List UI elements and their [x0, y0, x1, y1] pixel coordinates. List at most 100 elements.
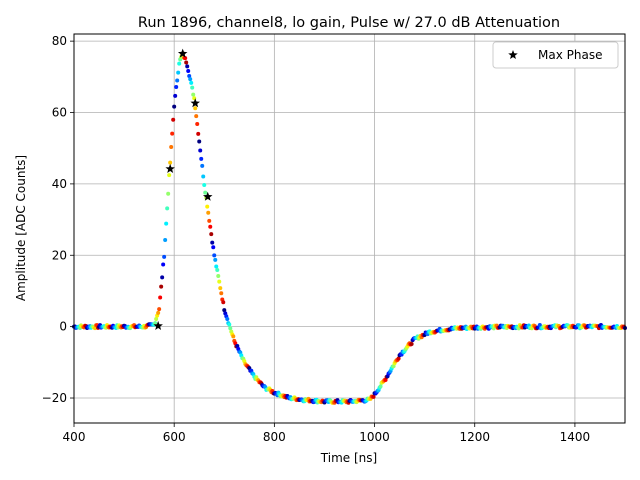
y-tick-label: 40: [52, 177, 67, 191]
data-point: [167, 173, 172, 178]
data-point: [184, 60, 189, 65]
data-point: [158, 295, 163, 300]
data-point: [196, 131, 201, 136]
x-axis-label: Time [ns]: [320, 451, 377, 465]
x-tick-label: 1200: [459, 430, 490, 444]
data-point: [153, 321, 158, 326]
data-point: [159, 284, 164, 289]
data-point: [233, 341, 238, 346]
legend-box: [492, 41, 619, 69]
data-point: [206, 210, 211, 215]
data-point: [193, 106, 198, 111]
data-point: [231, 334, 236, 339]
data-point: [209, 232, 214, 237]
data-point: [218, 286, 223, 291]
data-point: [198, 148, 203, 153]
data-point: [199, 156, 204, 161]
max-phase-marker: [202, 191, 213, 201]
data-point: [186, 69, 191, 74]
data-point: [187, 73, 192, 78]
data-point: [191, 92, 196, 97]
y-tick-label: −20: [42, 391, 67, 405]
data-point: [219, 291, 224, 296]
x-tick-label: 1000: [359, 430, 390, 444]
data-point: [211, 245, 216, 250]
data-point: [200, 163, 205, 168]
data-point: [225, 317, 230, 322]
data-point: [185, 64, 190, 69]
y-tick-label: 0: [59, 320, 67, 334]
data-point: [378, 384, 383, 389]
data-point: [202, 182, 207, 187]
data-point: [217, 279, 222, 284]
data-point: [172, 104, 177, 109]
data-point: [194, 114, 199, 119]
max-phase-marker: [190, 98, 200, 108]
data-point: [169, 145, 174, 150]
data-point: [201, 174, 206, 179]
data-point: [173, 93, 178, 98]
data-point: [176, 70, 181, 75]
data-point: [537, 323, 542, 328]
data-point: [163, 238, 168, 243]
data-point: [197, 139, 202, 144]
data-point: [208, 224, 213, 229]
x-tick-label: 400: [63, 430, 86, 444]
data-point: [164, 221, 169, 226]
data-point: [183, 56, 188, 61]
y-tick-label: 80: [52, 34, 67, 48]
grid: [73, 34, 625, 423]
plot-frame: [73, 33, 626, 424]
data-point: [171, 117, 176, 122]
data-point: [160, 275, 165, 280]
data-point: [154, 317, 159, 321]
data-point: [166, 191, 171, 196]
data-point: [222, 308, 227, 313]
data-point: [188, 77, 193, 82]
data-point: [195, 121, 200, 126]
data-point: [409, 341, 414, 346]
data-point: [189, 80, 194, 85]
data-point: [216, 273, 221, 278]
data-point: [203, 190, 208, 195]
data-point: [174, 84, 179, 89]
data-point: [190, 85, 195, 90]
data-point: [161, 262, 166, 267]
data-point: [371, 394, 376, 399]
data-point: [396, 356, 401, 361]
data-point: [157, 307, 162, 312]
legend: Max Phase: [492, 41, 619, 69]
y-axis-ticks: −20 0 20 40 60 80: [42, 34, 74, 405]
y-axis-label: Amplitude [ADC Counts]: [14, 155, 28, 301]
data-point: [228, 326, 233, 331]
data-point: [207, 218, 212, 223]
data-point: [165, 206, 170, 211]
data-point: [213, 257, 218, 262]
chart-title: Run 1896, channel8, lo gain, Pulse w/ 27…: [138, 15, 560, 31]
data-point: [214, 264, 219, 269]
data-point: [162, 254, 167, 259]
data-point: [227, 322, 232, 327]
data-point: [221, 300, 226, 305]
data-point: [215, 267, 220, 272]
y-tick-label: 20: [52, 248, 67, 262]
x-tick-label: 600: [163, 430, 186, 444]
data-point: [212, 253, 217, 258]
x-axis-ticks: 400 600 800 1000 1200 1400: [63, 423, 590, 444]
data-point: [170, 131, 175, 136]
data-point: [175, 78, 180, 83]
legend-star-icon: [508, 50, 518, 60]
max-phase-marker: [165, 163, 175, 173]
data-point: [210, 240, 215, 245]
x-tick-label: 800: [263, 430, 286, 444]
max-phase-markers: [153, 48, 213, 330]
data-point: [156, 310, 161, 315]
scatter-points: [72, 51, 627, 405]
max-phase-marker: [153, 320, 163, 330]
max-phase-marker: [177, 48, 188, 58]
data-point: [205, 204, 210, 209]
data-point: [177, 61, 182, 66]
y-tick-label: 60: [52, 106, 67, 120]
data-point: [168, 160, 173, 165]
